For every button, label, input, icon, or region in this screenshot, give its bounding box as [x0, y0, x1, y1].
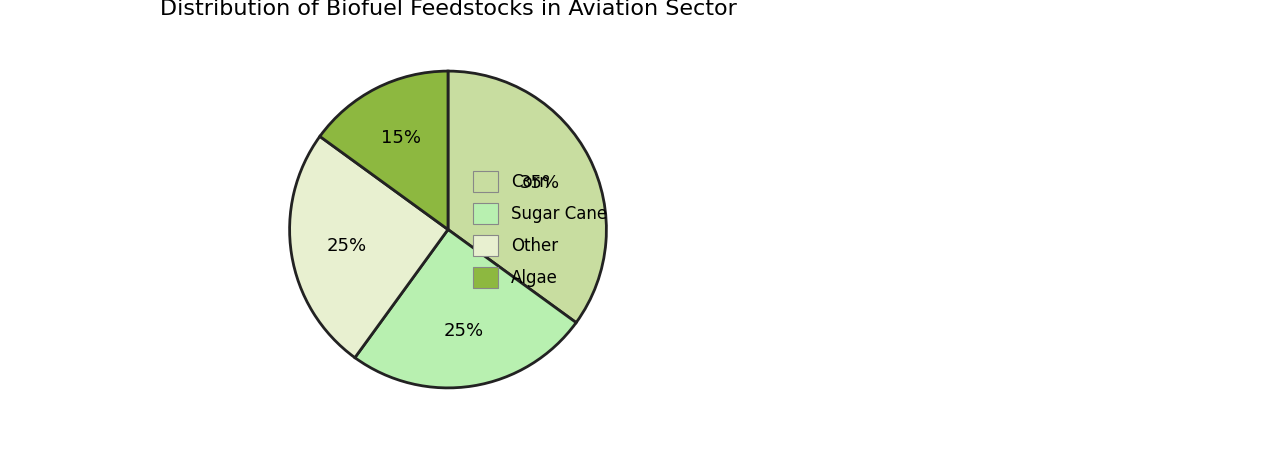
- Wedge shape: [289, 136, 448, 358]
- Title: Distribution of Biofuel Feedstocks in Aviation Sector: Distribution of Biofuel Feedstocks in Av…: [160, 0, 736, 19]
- Legend: Corn, Sugar Cane, Other, Algae: Corn, Sugar Cane, Other, Algae: [465, 163, 616, 296]
- Text: 35%: 35%: [520, 174, 559, 192]
- Wedge shape: [448, 71, 607, 323]
- Text: 25%: 25%: [444, 322, 484, 340]
- Text: 15%: 15%: [381, 129, 421, 147]
- Wedge shape: [320, 71, 448, 229]
- Text: 25%: 25%: [326, 237, 366, 255]
- Wedge shape: [355, 230, 576, 388]
